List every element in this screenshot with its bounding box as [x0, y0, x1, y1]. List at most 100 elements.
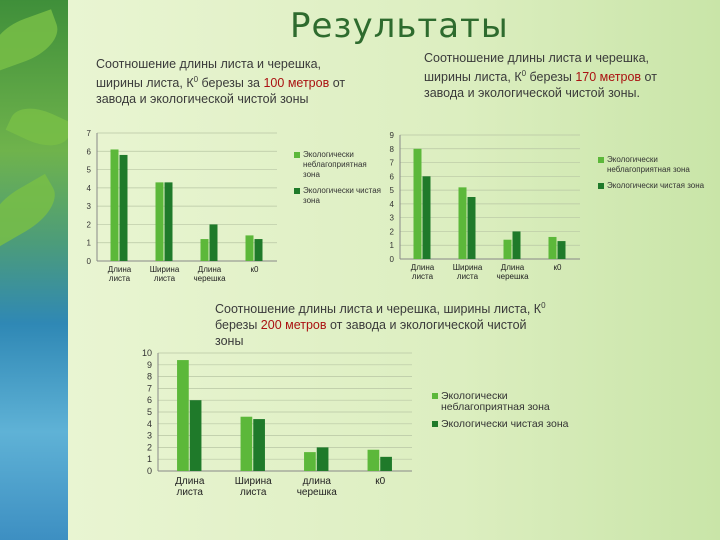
legend-item: Экологически чистая зона [294, 186, 382, 206]
legend-swatch [294, 188, 300, 194]
bar-clean [209, 224, 218, 261]
x-tick-label: Длина [198, 265, 222, 274]
bar-unfavorable [240, 416, 253, 471]
y-tick-label: 9 [390, 131, 395, 140]
legend-item: Экологически неблагоприятная зона [598, 155, 708, 175]
legend-label: Экологически чистая зона [303, 186, 382, 205]
legend-item: Экологически неблагоприятная зона [432, 391, 582, 413]
x-tick-label: листа [412, 272, 434, 281]
legend-chart-1: Экологически неблагоприятная зона Экологи… [294, 150, 382, 212]
bar-unfavorable [110, 149, 119, 261]
x-tick-label: листа [109, 274, 131, 283]
legend-swatch [432, 393, 438, 399]
bar-unfavorable [200, 239, 209, 261]
y-tick-label: 6 [87, 147, 92, 156]
x-tick-label: Ширина [150, 265, 180, 274]
chart-200m: 012345678910ДлиналистаШириналистадлиначе… [142, 348, 412, 498]
page-title: Результаты [290, 6, 509, 46]
caption-chart-3: Соотношение длины листа и черешка, ширин… [215, 301, 546, 349]
bar-unfavorable [503, 239, 512, 259]
bar-unfavorable [155, 182, 164, 261]
leaf-icon [0, 173, 65, 247]
bar-unfavorable [548, 236, 557, 259]
bar-unfavorable [245, 235, 254, 261]
bar-clean [557, 241, 566, 259]
y-tick-label: 7 [147, 383, 152, 393]
y-tick-label: 8 [390, 145, 395, 154]
x-tick-label: листа [154, 274, 176, 283]
y-tick-label: 9 [147, 360, 152, 370]
y-tick-label: 4 [147, 419, 152, 429]
caption-chart-2: Соотношение длины листа и черешка, ширин… [424, 51, 657, 101]
y-tick-label: 2 [147, 442, 152, 452]
legend-chart-3: Экологически неблагоприятная зона Экологи… [432, 391, 582, 436]
chart-100m: 01234567ДлиналистаШириналистаДлиначерешк… [87, 129, 277, 283]
y-tick-label: 5 [87, 166, 92, 175]
y-tick-label: 3 [390, 214, 395, 223]
bar-unfavorable [458, 187, 467, 259]
y-tick-label: 0 [87, 257, 92, 266]
y-tick-label: 3 [147, 431, 152, 441]
bar-clean [119, 154, 128, 261]
bar-clean [189, 400, 202, 471]
decorative-leaf-strip [0, 0, 75, 540]
x-tick-label: листа [177, 487, 204, 498]
legend-label: Экологически чистая зона [441, 418, 569, 430]
y-tick-label: 1 [87, 239, 92, 248]
bar-clean [422, 176, 431, 259]
bar-clean [254, 239, 263, 261]
bar-clean [467, 197, 476, 259]
y-tick-label: 3 [87, 202, 92, 211]
legend-swatch [598, 157, 604, 163]
bar-unfavorable [177, 360, 189, 471]
bar-unfavorable [413, 148, 422, 259]
y-tick-label: 5 [390, 186, 395, 195]
legend-swatch [432, 421, 438, 427]
legend-label: Экологически неблагоприятная зона [607, 155, 690, 174]
legend-label: Экологически чистая зона [607, 181, 705, 190]
bar-unfavorable [367, 449, 380, 471]
x-tick-label: к0 [251, 265, 260, 274]
y-tick-label: 2 [390, 227, 395, 236]
x-tick-label: черешка [496, 272, 529, 281]
bar-clean [512, 231, 521, 259]
x-tick-label: к0 [375, 476, 385, 487]
x-tick-label: Длина [175, 476, 205, 487]
x-tick-label: длина [303, 476, 332, 487]
y-tick-label: 1 [147, 454, 152, 464]
x-tick-label: черешка [297, 487, 338, 498]
bar-unfavorable [304, 452, 316, 471]
y-tick-label: 7 [390, 159, 395, 168]
y-tick-label: 4 [390, 200, 395, 209]
bar-clean [253, 419, 265, 471]
y-tick-label: 0 [147, 466, 152, 476]
y-tick-label: 4 [87, 184, 92, 193]
content-background [68, 0, 720, 540]
legend-label: Экологически неблагоприятная зона [303, 150, 367, 179]
legend-swatch [294, 152, 300, 158]
x-tick-label: листа [240, 487, 267, 498]
legend-label: Экологически неблагоприятная зона [441, 390, 550, 413]
y-tick-label: 2 [87, 220, 92, 229]
x-tick-label: Ширина [235, 476, 272, 487]
y-tick-label: 6 [390, 172, 395, 181]
legend-item: Экологически неблагоприятная зона [294, 150, 382, 180]
legend-chart-2: Экологически неблагоприятная зона Экологи… [598, 155, 708, 197]
y-tick-label: 8 [147, 372, 152, 382]
leaf-icon [0, 9, 65, 71]
legend-item: Экологически чистая зона [598, 181, 708, 191]
x-tick-label: листа [457, 272, 479, 281]
x-tick-label: Длина [108, 265, 132, 274]
bar-clean [380, 456, 392, 471]
x-tick-label: черешка [193, 274, 226, 283]
bar-clean [316, 447, 329, 471]
x-tick-label: Ширина [453, 263, 483, 272]
y-tick-label: 6 [147, 395, 152, 405]
x-tick-label: к0 [554, 263, 563, 272]
y-tick-label: 10 [142, 348, 152, 358]
caption-chart-1: Соотношение длины листа и черешка, ширин… [96, 57, 346, 107]
y-tick-label: 5 [147, 407, 152, 417]
y-tick-label: 1 [390, 241, 395, 250]
y-tick-label: 7 [87, 129, 92, 138]
